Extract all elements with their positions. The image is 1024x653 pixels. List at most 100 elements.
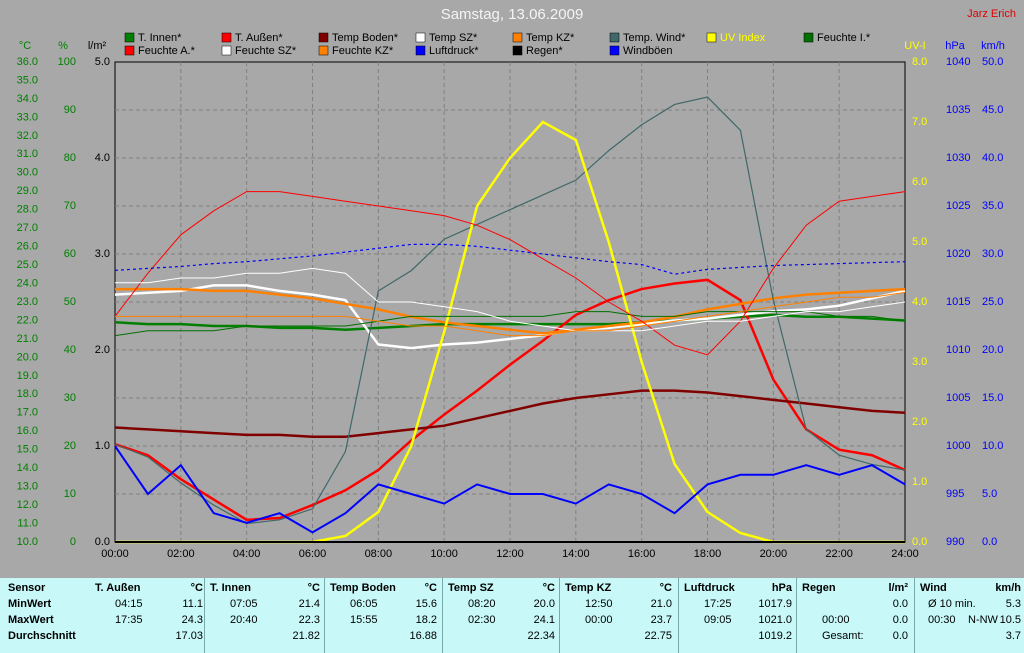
column-title: T. Innen — [210, 582, 251, 594]
cell-value: 21.0 — [650, 598, 672, 610]
legend-label: Luftdruck* — [429, 45, 479, 57]
y-tick-label: 35.0 — [17, 74, 38, 86]
y-tick-label: 1040 — [946, 56, 970, 68]
y-tick-label: 15.0 — [982, 392, 1003, 404]
legend-swatch — [124, 32, 135, 43]
y-tick-label: 4.0 — [912, 296, 927, 308]
axis-unit: % — [58, 40, 68, 52]
legend-label: Feuchte KZ* — [332, 45, 394, 57]
y-tick-label: 12.0 — [17, 499, 38, 511]
y-tick-label: 16.0 — [17, 425, 38, 437]
y-tick-label: 0 — [70, 536, 76, 548]
legend-swatch — [318, 45, 329, 56]
y-tick-label: 20 — [64, 440, 76, 452]
legend-label: Feuchte A.* — [138, 45, 196, 57]
y-tick-label: 2.0 — [95, 344, 110, 356]
y-tick-label: 6.0 — [912, 176, 927, 188]
cell-value: 16.88 — [409, 630, 437, 642]
cell-label: 17:35 — [115, 614, 143, 626]
separator — [678, 578, 679, 653]
author: Jarz Erich — [967, 8, 1016, 20]
legend-swatch — [415, 32, 426, 43]
cell-label: 00:00 — [585, 614, 613, 626]
y-tick-label: 32.0 — [17, 130, 38, 142]
y-tick-label: 25.0 — [982, 296, 1003, 308]
cell-value: 22.34 — [527, 630, 555, 642]
column-unit: °C — [659, 582, 672, 594]
y-tick-label: 40 — [64, 344, 76, 356]
y-tick-label: 23.0 — [17, 296, 38, 308]
y-tick-label: 70 — [64, 200, 76, 212]
x-tick-label: 22:00 — [825, 548, 853, 560]
cell-label: 04:15 — [115, 598, 143, 610]
y-tick-label: 5.0 — [982, 488, 997, 500]
column-unit: °C — [542, 582, 555, 594]
legend-swatch — [609, 45, 620, 56]
series-line — [114, 311, 906, 337]
y-tick-label: 36.0 — [17, 56, 38, 68]
row-label: MaxWert — [8, 614, 54, 626]
series-line — [114, 191, 906, 356]
series-line — [114, 278, 906, 522]
cell-value: 0.0 — [892, 598, 908, 610]
y-tick-label: 21.0 — [17, 333, 38, 345]
y-tick-label: 8.0 — [912, 56, 927, 68]
cell-value: 24.1 — [533, 614, 555, 626]
y-tick-label: 1010 — [946, 344, 970, 356]
axis-unit: UV-I — [904, 40, 925, 52]
series-line — [114, 445, 906, 534]
legend-swatch — [706, 32, 717, 43]
y-tick-label: 60 — [64, 248, 76, 260]
cell-value: 17.03 — [175, 630, 203, 642]
cell-label: 09:05 — [704, 614, 732, 626]
cell-value: 0.0 — [892, 614, 908, 626]
y-tick-label: 19.0 — [17, 370, 38, 382]
series-line — [115, 267, 906, 332]
cell-value: 5.3 — [1005, 598, 1021, 610]
column-title: Temp KZ — [565, 582, 612, 594]
cell-label: 00:30 — [928, 614, 956, 626]
y-tick-label: 27.0 — [17, 222, 38, 234]
y-tick-label: 50 — [64, 296, 76, 308]
column-unit: hPa — [771, 582, 792, 594]
legend-label: Temp SZ* — [429, 32, 478, 44]
y-tick-label: 1015 — [946, 296, 970, 308]
column-title: Regen — [802, 582, 836, 594]
cell-value: 21.4 — [298, 598, 320, 610]
x-tick-label: 04:00 — [233, 548, 261, 560]
series-line — [114, 389, 906, 439]
y-tick-label: 1000 — [946, 440, 970, 452]
x-tick-label: 12:00 — [496, 548, 524, 560]
cell-label: 08:20 — [468, 598, 496, 610]
y-tick-label: 3.0 — [95, 248, 110, 260]
cell-value: 23.7 — [650, 614, 672, 626]
legend-swatch — [221, 45, 232, 56]
cell-value: 20.0 — [533, 598, 555, 610]
y-tick-label: 35.0 — [982, 200, 1003, 212]
cell-value: 1021.0 — [758, 614, 792, 626]
y-tick-label: 30 — [64, 392, 76, 404]
column-unit: km/h — [995, 582, 1021, 594]
separator — [442, 578, 443, 653]
y-tick-label: 14.0 — [17, 462, 38, 474]
x-tick-label: 02:00 — [167, 548, 195, 560]
y-tick-label: 1020 — [946, 248, 970, 260]
y-tick-label: 18.0 — [17, 388, 38, 400]
y-tick-label: 29.0 — [17, 185, 38, 197]
separator — [796, 578, 797, 653]
column-title: Wind — [920, 582, 947, 594]
column-unit: °C — [190, 582, 203, 594]
legend-swatch — [803, 32, 814, 43]
legend-label: Temp KZ* — [526, 32, 575, 44]
separator — [324, 578, 325, 653]
y-tick-label: 3.0 — [912, 356, 927, 368]
y-tick-label: 22.0 — [17, 314, 38, 326]
cell-label: Gesamt: — [822, 630, 864, 642]
legend-swatch — [609, 32, 620, 43]
cell-label: 07:05 — [230, 598, 258, 610]
y-tick-label: 90 — [64, 104, 76, 116]
cell-label: 12:50 — [585, 598, 613, 610]
column-unit: °C — [307, 582, 320, 594]
y-tick-label: 995 — [946, 488, 964, 500]
